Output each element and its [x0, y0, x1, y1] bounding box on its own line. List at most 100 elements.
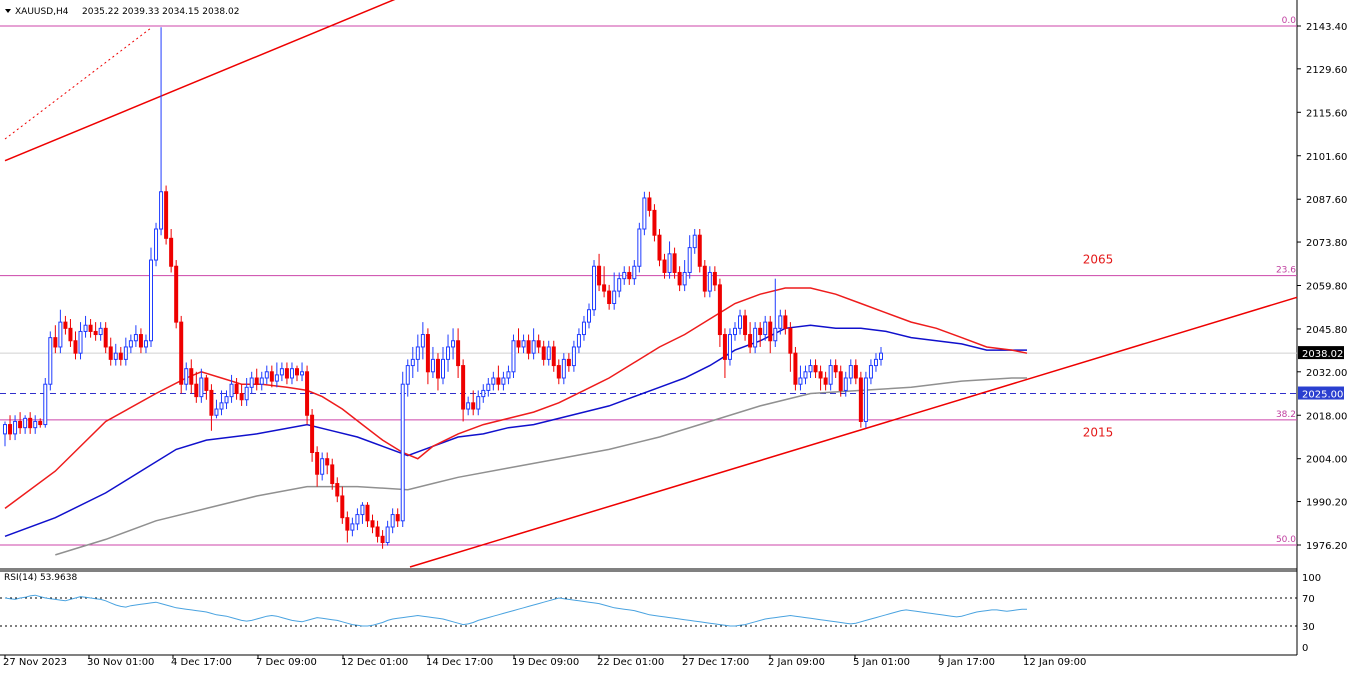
candle-body: [53, 337, 58, 348]
candle-body: [647, 197, 652, 211]
candle: [154, 222, 159, 267]
candle-body: [763, 321, 768, 336]
price-tick-label: 2101.60: [1306, 152, 1347, 163]
level-annotation-2065: 2065: [1083, 252, 1114, 266]
candle: [128, 334, 133, 354]
support-price-tag-bg: [1298, 386, 1344, 400]
candle-body: [330, 464, 335, 485]
candle: [370, 514, 375, 534]
candle-body: [592, 265, 597, 311]
candle-body: [28, 417, 33, 429]
candle: [325, 452, 330, 475]
candle: [214, 399, 219, 419]
candle-body: [496, 377, 501, 385]
candle-body: [848, 365, 853, 379]
candle: [632, 260, 637, 285]
candle-body: [264, 371, 269, 379]
candle-body: [491, 377, 496, 385]
ma-slow-line: [55, 377, 1027, 556]
candle: [848, 359, 853, 385]
candle: [617, 272, 622, 298]
upper-trend-line: [4, 0, 396, 162]
candle: [712, 266, 717, 292]
candle-body: [345, 517, 350, 531]
candle: [269, 365, 274, 388]
candle: [592, 260, 597, 316]
candle-body: [340, 495, 345, 519]
candle-body: [667, 253, 672, 273]
level-annotation-2015: 2015: [1083, 426, 1114, 440]
candle-body: [279, 368, 284, 376]
candle-body: [380, 535, 385, 544]
candle-body: [702, 265, 707, 292]
candle-body: [526, 340, 531, 354]
candle-body: [607, 290, 612, 305]
candle: [722, 328, 727, 379]
candle: [743, 309, 748, 341]
candle: [516, 328, 521, 354]
candle-body: [813, 365, 818, 373]
candle-body: [738, 315, 743, 329]
candle-body: [355, 514, 360, 525]
time-tick-label: 4 Dec 17:00: [171, 657, 232, 668]
candle-body: [405, 365, 410, 385]
candle: [446, 334, 451, 372]
candle-body: [88, 324, 93, 332]
chart-header: XAUUSD,H4 2035.22 2039.33 2034.15 2038.0…: [5, 7, 239, 17]
candle: [566, 353, 571, 372]
candle-body: [234, 383, 239, 395]
fib-label-23.6: 23.6: [1276, 266, 1296, 276]
candle-body: [778, 315, 783, 329]
price-tick-label: 2004.00: [1306, 455, 1347, 466]
candle: [808, 359, 813, 379]
candle: [194, 371, 199, 403]
candle: [758, 322, 763, 347]
candle-body: [78, 330, 83, 354]
price-tick-label: 1976.20: [1306, 541, 1347, 552]
candle-body: [652, 209, 657, 236]
candle-body: [587, 309, 591, 323]
menu-triangle-icon[interactable]: [5, 9, 11, 13]
candle-body: [143, 340, 148, 348]
candle: [657, 229, 662, 267]
candle-body: [199, 377, 204, 398]
candle-body: [375, 526, 380, 537]
candle-body: [501, 377, 506, 385]
candle: [828, 359, 833, 391]
candle-body: [315, 451, 320, 475]
candle-body: [571, 346, 576, 367]
candle-body: [73, 340, 78, 354]
candle-body: [617, 278, 622, 292]
candle: [833, 359, 838, 379]
candle-body: [471, 402, 476, 410]
rsi-tick-label: 70: [1302, 594, 1315, 605]
candle: [783, 309, 788, 335]
candle-body: [581, 321, 586, 336]
candle: [28, 412, 33, 434]
candle: [53, 325, 58, 354]
candle: [486, 378, 491, 397]
candle-body: [516, 340, 521, 348]
candle: [365, 502, 370, 527]
candle-body: [541, 346, 546, 360]
candle-body: [149, 259, 153, 342]
candle-body: [38, 420, 43, 426]
candle-body: [597, 265, 602, 286]
candle-body: [98, 327, 103, 336]
rsi-tick-label: 100: [1302, 573, 1321, 584]
candle: [672, 247, 677, 279]
candle-body: [320, 458, 325, 475]
candle-body: [8, 424, 13, 435]
candle: [385, 520, 390, 546]
candle-body: [561, 358, 566, 379]
candle-body: [642, 197, 647, 230]
candle-body: [310, 414, 315, 453]
candle: [234, 378, 239, 400]
candle-body: [451, 340, 456, 348]
candle-body: [768, 321, 773, 342]
candle: [838, 365, 843, 397]
candle-body: [259, 377, 264, 385]
candle-body: [350, 523, 355, 531]
